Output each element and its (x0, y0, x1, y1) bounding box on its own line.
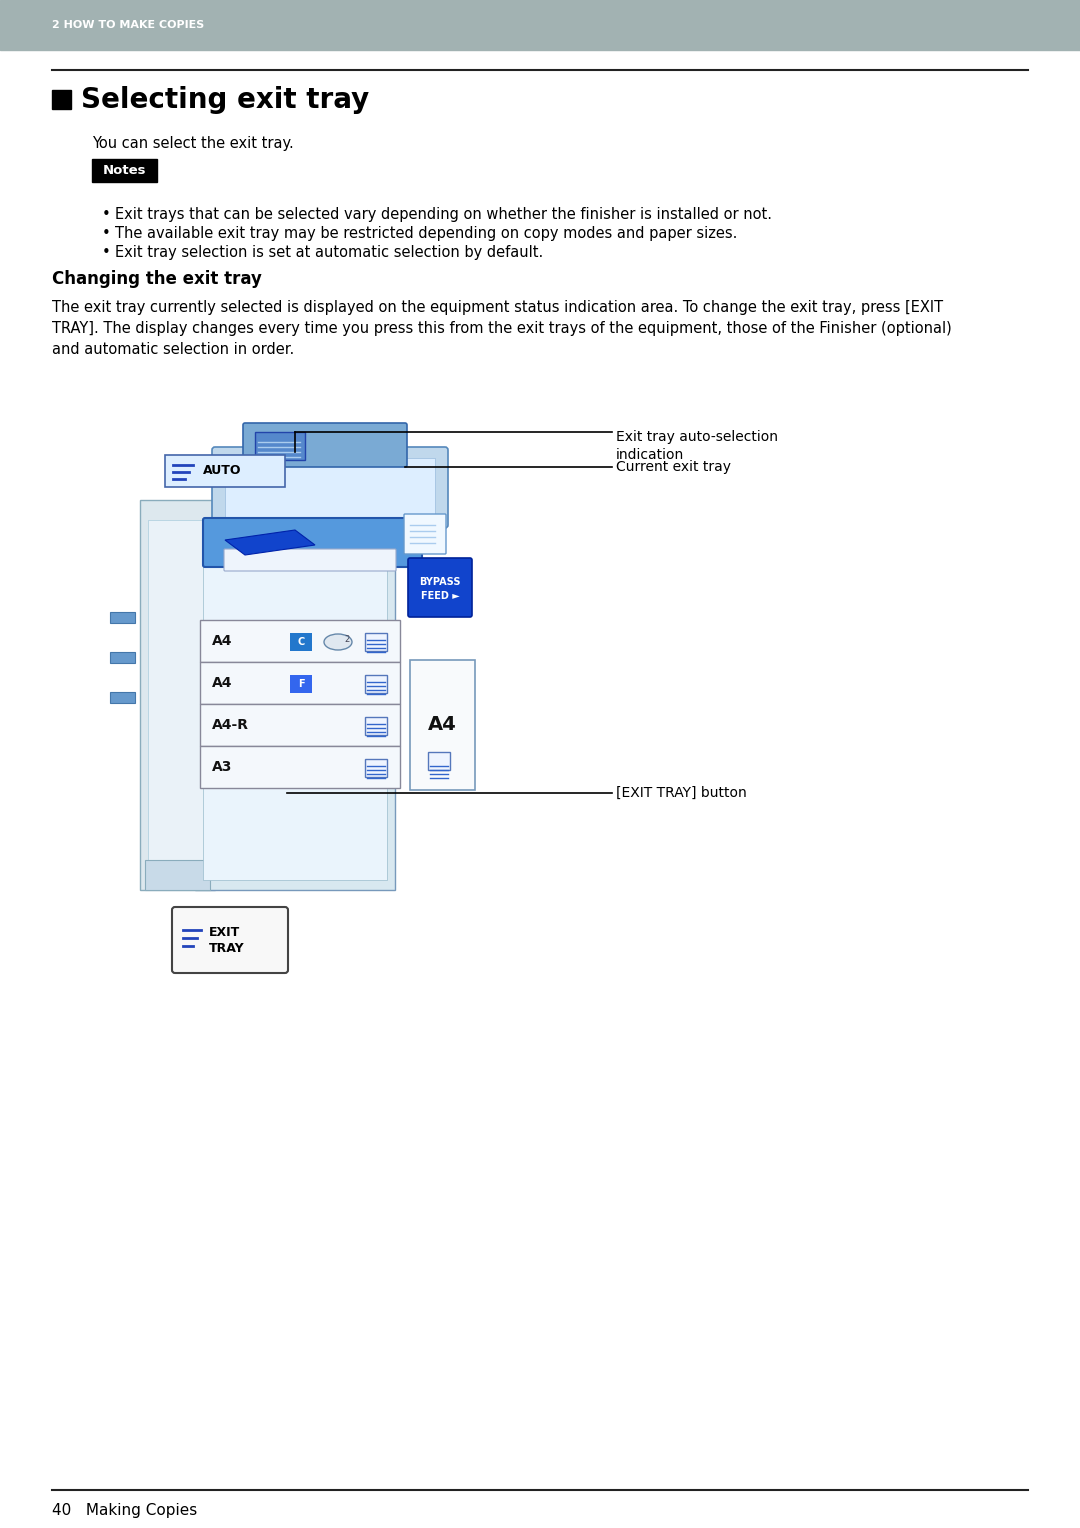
Text: A4: A4 (428, 715, 457, 735)
Text: Current exit tray: Current exit tray (616, 460, 731, 474)
Bar (365, 633, 387, 651)
Text: A4: A4 (212, 675, 232, 691)
Text: TRAY: TRAY (210, 941, 245, 955)
Bar (200, 620, 400, 662)
Bar (410, 660, 475, 790)
Bar (200, 662, 400, 704)
Text: Notes: Notes (103, 165, 146, 177)
Bar (145, 860, 210, 889)
Text: •: • (102, 226, 111, 241)
Text: [EXIT TRAY] button: [EXIT TRAY] button (616, 785, 746, 801)
Bar (365, 675, 387, 694)
Polygon shape (225, 530, 315, 555)
FancyBboxPatch shape (404, 513, 446, 555)
Text: Exit tray selection is set at automatic selection by default.: Exit tray selection is set at automatic … (114, 244, 543, 260)
Text: The available exit tray may be restricted depending on copy modes and paper size: The available exit tray may be restricte… (114, 226, 738, 241)
Text: •: • (102, 244, 111, 260)
Text: A3: A3 (212, 759, 232, 775)
Text: You can select the exit tray.: You can select the exit tray. (92, 136, 294, 151)
FancyBboxPatch shape (172, 908, 288, 973)
Text: The exit tray currently selected is displayed on the equipment status indication: The exit tray currently selected is disp… (52, 299, 951, 358)
Bar (52, 90, 71, 108)
Bar (365, 717, 387, 735)
FancyBboxPatch shape (212, 448, 448, 529)
FancyBboxPatch shape (243, 423, 407, 468)
Ellipse shape (324, 634, 352, 649)
Text: EXIT: EXIT (210, 926, 240, 938)
Bar (203, 559, 387, 880)
Text: •: • (102, 206, 111, 222)
Bar (255, 432, 305, 460)
Bar (200, 704, 400, 746)
Bar (365, 759, 387, 778)
Bar (291, 633, 312, 651)
FancyBboxPatch shape (203, 518, 422, 567)
FancyBboxPatch shape (224, 549, 396, 571)
Bar (200, 746, 400, 788)
Bar (0, 0, 1080, 50)
Text: 2 HOW TO MAKE COPIES: 2 HOW TO MAKE COPIES (52, 20, 204, 31)
Bar (140, 500, 215, 889)
Text: 2: 2 (345, 634, 350, 643)
Bar (165, 455, 285, 487)
Bar (225, 458, 435, 516)
Bar (195, 550, 395, 889)
Polygon shape (110, 692, 135, 703)
Text: AUTO: AUTO (203, 465, 242, 477)
Bar (148, 520, 207, 869)
Text: F: F (298, 678, 305, 689)
Text: Exit tray auto-selection
indication: Exit tray auto-selection indication (616, 429, 778, 463)
Text: BYPASS: BYPASS (419, 578, 461, 587)
Text: C: C (297, 637, 305, 646)
Text: Exit trays that can be selected vary depending on whether the finisher is instal: Exit trays that can be selected vary dep… (114, 206, 772, 222)
Bar (291, 675, 312, 694)
Bar (428, 752, 450, 770)
Polygon shape (110, 652, 135, 663)
Text: Changing the exit tray: Changing the exit tray (52, 270, 261, 287)
Text: A4: A4 (212, 634, 232, 648)
Text: 40   Making Copies: 40 Making Copies (52, 1502, 198, 1517)
Text: Selecting exit tray: Selecting exit tray (81, 86, 369, 113)
Bar (92, 159, 157, 182)
Text: A4-R: A4-R (212, 718, 249, 732)
Text: FEED ►: FEED ► (420, 591, 459, 601)
FancyBboxPatch shape (408, 558, 472, 617)
Polygon shape (110, 613, 135, 623)
